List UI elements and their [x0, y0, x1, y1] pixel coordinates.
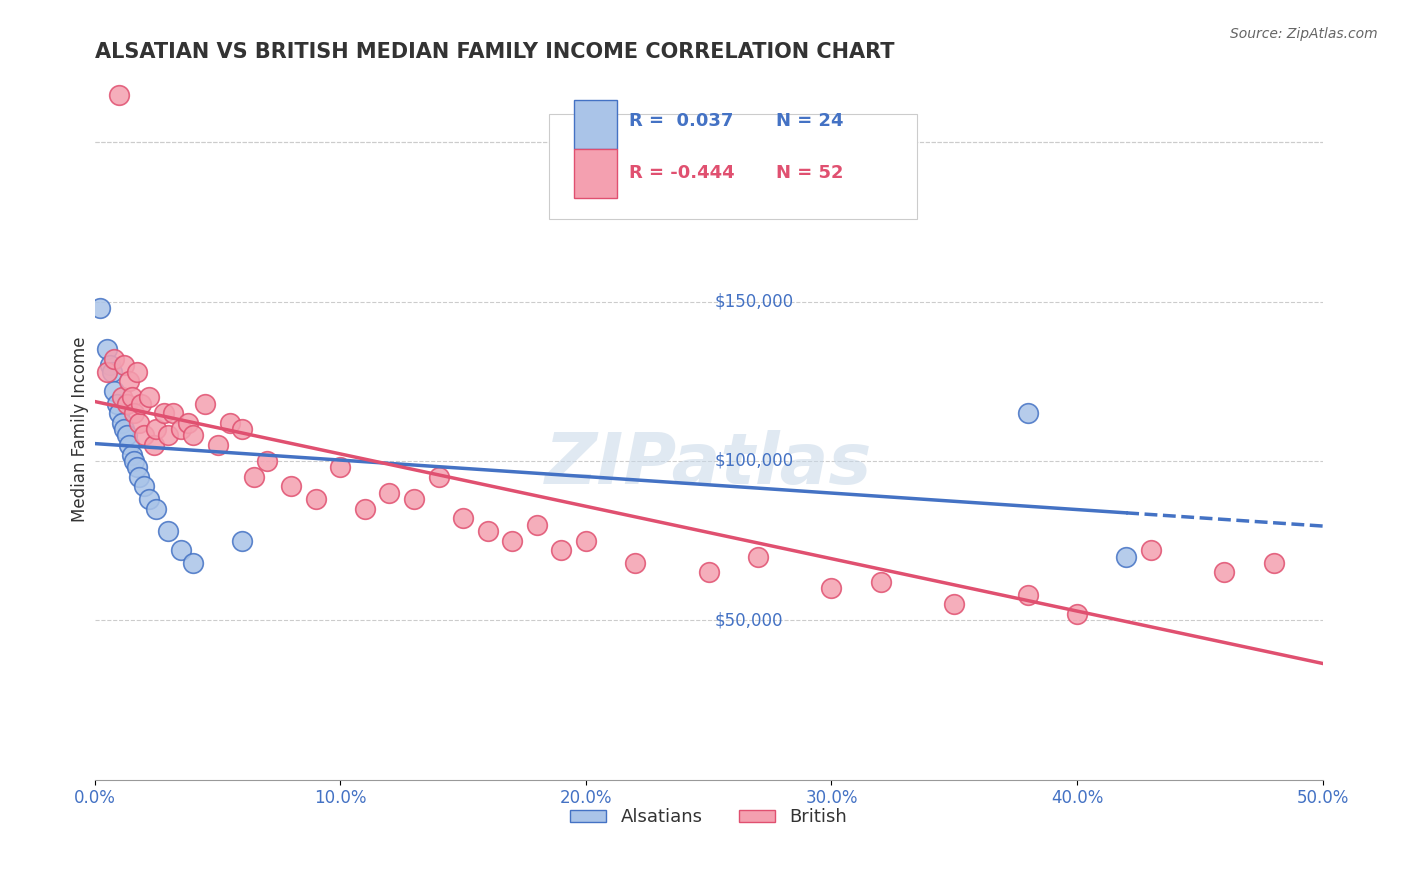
- Point: [526, 517, 548, 532]
- Text: R = -0.444: R = -0.444: [628, 164, 734, 182]
- Point: [145, 501, 167, 516]
- Text: Source: ZipAtlas.com: Source: ZipAtlas.com: [1230, 27, 1378, 41]
- Point: [142, 438, 165, 452]
- Bar: [574, 100, 617, 149]
- Point: [550, 543, 572, 558]
- Point: [101, 365, 124, 379]
- Y-axis label: Median Family Income: Median Family Income: [72, 336, 89, 522]
- Point: [96, 343, 118, 357]
- Point: [1213, 566, 1236, 580]
- Point: [378, 486, 401, 500]
- Point: [869, 575, 891, 590]
- Point: [256, 454, 278, 468]
- Point: [697, 566, 720, 580]
- FancyBboxPatch shape: [550, 113, 918, 219]
- Point: [747, 549, 769, 564]
- Point: [121, 390, 143, 404]
- Point: [108, 87, 131, 102]
- Point: [329, 460, 352, 475]
- Text: R =  0.037: R = 0.037: [628, 112, 734, 129]
- Point: [451, 511, 474, 525]
- Point: [132, 479, 155, 493]
- Point: [121, 448, 143, 462]
- Point: [231, 533, 253, 548]
- Point: [103, 384, 125, 398]
- Point: [131, 396, 153, 410]
- Point: [1139, 543, 1161, 558]
- Point: [177, 416, 200, 430]
- Point: [132, 428, 155, 442]
- Point: [1017, 406, 1039, 420]
- Text: ALSATIAN VS BRITISH MEDIAN FAMILY INCOME CORRELATION CHART: ALSATIAN VS BRITISH MEDIAN FAMILY INCOME…: [94, 42, 894, 62]
- Point: [575, 533, 598, 548]
- Bar: [574, 149, 617, 198]
- Point: [98, 359, 121, 373]
- Point: [181, 556, 204, 570]
- Point: [111, 390, 134, 404]
- Point: [138, 492, 160, 507]
- Point: [157, 428, 180, 442]
- Text: N = 24: N = 24: [776, 112, 844, 129]
- Point: [122, 454, 145, 468]
- Point: [1115, 549, 1137, 564]
- Point: [118, 438, 141, 452]
- Legend: Alsatians, British: Alsatians, British: [562, 801, 855, 834]
- Point: [128, 470, 150, 484]
- Point: [122, 406, 145, 420]
- Point: [145, 422, 167, 436]
- Point: [305, 492, 328, 507]
- Point: [103, 351, 125, 366]
- Point: [162, 406, 184, 420]
- Point: [170, 543, 193, 558]
- Point: [138, 390, 160, 404]
- Text: ZIPatlas: ZIPatlas: [546, 430, 872, 499]
- Point: [1017, 588, 1039, 602]
- Text: $100,000: $100,000: [714, 452, 794, 470]
- Text: N = 52: N = 52: [776, 164, 844, 182]
- Point: [207, 438, 229, 452]
- Text: $200,000: $200,000: [714, 133, 794, 152]
- Point: [112, 359, 135, 373]
- Point: [820, 582, 842, 596]
- Point: [194, 396, 217, 410]
- Point: [157, 524, 180, 538]
- Point: [427, 470, 450, 484]
- Point: [624, 556, 647, 570]
- Point: [280, 479, 302, 493]
- Point: [1066, 607, 1088, 621]
- Point: [105, 396, 128, 410]
- Point: [108, 406, 131, 420]
- Point: [96, 365, 118, 379]
- Point: [128, 416, 150, 430]
- Point: [181, 428, 204, 442]
- Text: $150,000: $150,000: [714, 293, 794, 310]
- Point: [115, 396, 138, 410]
- Point: [231, 422, 253, 436]
- Point: [115, 428, 138, 442]
- Point: [118, 374, 141, 388]
- Point: [125, 460, 148, 475]
- Point: [112, 422, 135, 436]
- Point: [943, 598, 966, 612]
- Point: [152, 406, 174, 420]
- Point: [111, 416, 134, 430]
- Point: [243, 470, 266, 484]
- Point: [1263, 556, 1285, 570]
- Text: $50,000: $50,000: [714, 611, 783, 629]
- Point: [477, 524, 499, 538]
- Point: [402, 492, 425, 507]
- Point: [89, 301, 111, 315]
- Point: [125, 365, 148, 379]
- Point: [354, 501, 377, 516]
- Point: [218, 416, 240, 430]
- Point: [170, 422, 193, 436]
- Point: [501, 533, 523, 548]
